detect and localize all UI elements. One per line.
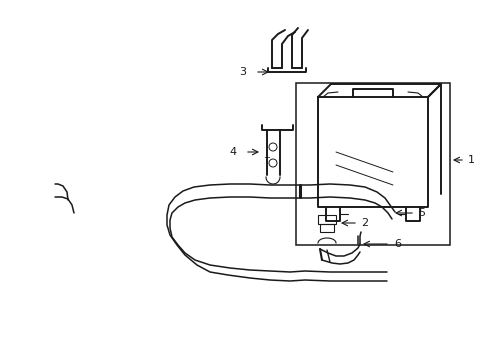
Text: 6: 6 <box>393 239 400 249</box>
Text: 2: 2 <box>360 218 367 228</box>
Text: 3: 3 <box>239 67 246 77</box>
Text: 1: 1 <box>467 155 474 165</box>
Bar <box>319 224 333 232</box>
Bar <box>317 215 335 224</box>
Text: +: + <box>263 153 270 162</box>
Bar <box>295 83 449 245</box>
Text: 4: 4 <box>229 147 236 157</box>
Text: 5: 5 <box>417 208 424 218</box>
